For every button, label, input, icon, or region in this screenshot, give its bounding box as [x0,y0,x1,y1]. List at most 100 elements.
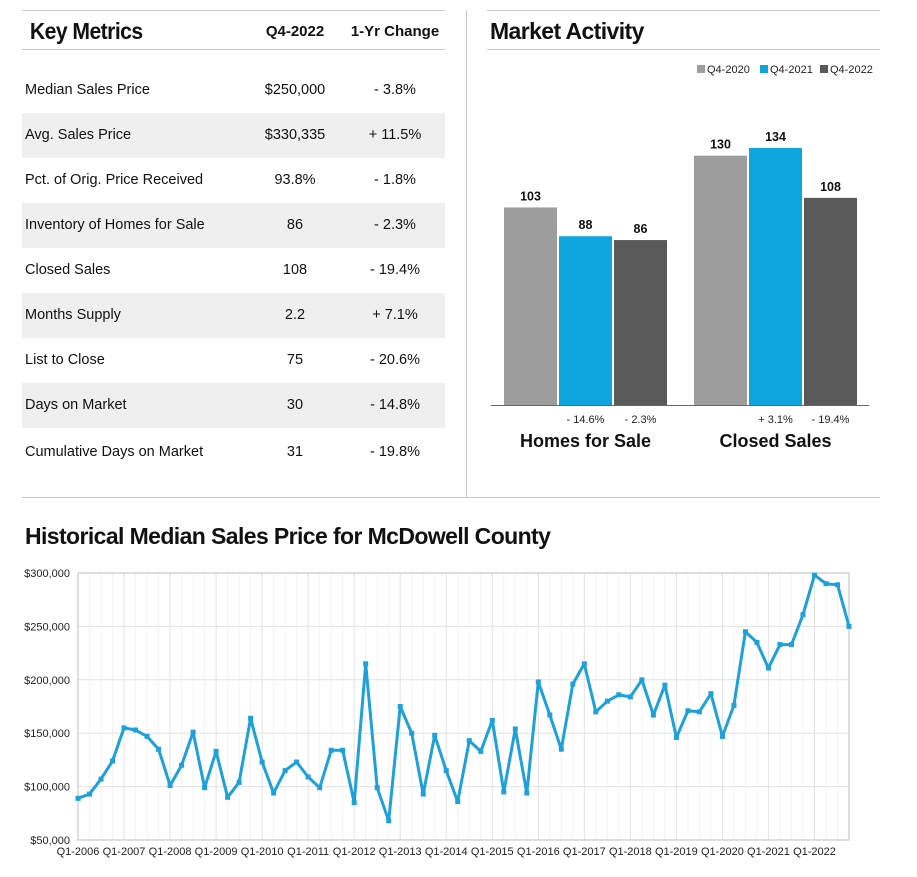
legend-swatch [697,65,705,73]
table-row: Closed Sales 108 - 19.4% [22,248,445,293]
data-point [328,747,334,753]
bar-value-label: 108 [820,180,841,194]
x-tick-label: Q1-2014 [425,846,468,858]
x-tick-label: Q1-2022 [793,846,836,858]
data-point [110,758,116,764]
x-tick-label: Q1-2018 [609,846,652,858]
data-point [363,661,369,667]
table-row: Inventory of Homes for Sale 86 - 2.3% [22,203,445,248]
column-header-q4-2022: Q4-2022 [265,23,325,40]
metric-change: - 2.3% [374,217,416,233]
data-point [662,682,668,688]
x-tick-label: Q1-2016 [517,846,560,858]
data-point [121,725,127,731]
category-label: Homes for Sale [520,431,651,451]
data-point [846,623,852,629]
key-metrics-title: Key Metrics [29,18,143,44]
metric-value: $250,000 [264,82,326,98]
data-point [455,799,461,805]
data-point [75,795,81,801]
y-tick-label: $100,000 [24,782,70,794]
metric-value: 2.2 [284,307,306,323]
data-point [604,698,610,704]
vertical-divider [466,10,467,497]
data-point [443,768,449,774]
data-point [696,709,702,715]
data-point [167,783,173,789]
table-row: Avg. Sales Price $330,335 + 11.5% [22,113,445,158]
metric-value: 30 [286,397,304,413]
data-point [374,785,380,791]
bar-value-label: 88 [579,218,593,232]
data-point [742,629,748,635]
data-point [627,694,633,700]
x-tick-label: Q1-2009 [195,846,238,858]
metric-label: Cumulative Days on Market [25,444,204,460]
metric-change: - 1.8% [374,172,416,188]
legend-swatch [760,65,768,73]
column-header-1yr-change: 1-Yr Change [350,23,440,40]
legend-label: Q4-2020 [707,64,750,76]
table-row: Median Sales Price $250,000 - 3.8% [22,68,445,113]
bar-value-label: 134 [765,130,786,144]
data-point [708,691,714,697]
historical-line-chart: $50,000 $100,000 $150,000 $200,000 $250,000 $… [24,568,852,858]
data-point [685,708,691,714]
key-metrics-rows: Median Sales Price $250,000 - 3.8% Avg. … [22,68,445,473]
bar-value-label: 86 [634,222,648,236]
table-row: List to Close 75 - 20.6% [22,338,445,383]
data-point [179,762,185,768]
x-tick-label: Q1-2013 [379,846,422,858]
data-point [466,738,472,744]
data-point [432,732,438,738]
market-activity-title: Market Activity [490,18,644,44]
metric-label: Inventory of Homes for Sale [25,217,205,233]
bar [804,197,857,405]
bar [614,240,667,405]
legend-label: Q4-2021 [770,64,813,76]
data-point [535,679,541,685]
key-metrics-header: Key Metrics Q4-2022 1-Yr Change [22,10,445,50]
metric-label: Avg. Sales Price [25,127,132,143]
bar [694,155,747,405]
category-label: Closed Sales [719,431,831,451]
data-point [547,712,553,718]
data-point [282,768,288,774]
data-point [639,677,645,683]
data-point [581,661,587,667]
data-point [512,726,518,732]
plot-frame [77,572,850,841]
bar [749,148,802,405]
data-point [788,642,794,648]
x-tick-label: Q1-2006 [57,846,100,858]
data-point [294,759,300,765]
data-point [501,789,507,795]
metric-value: 31 [286,444,304,460]
data-point [800,612,806,618]
market-activity-header: Market Activity [487,10,880,50]
data-point [616,692,622,698]
x-tick-label: Q1-2015 [471,846,514,858]
metric-change: - 20.6% [370,352,420,368]
data-point [754,639,760,645]
metric-value: 93.8% [274,172,316,188]
metric-label: List to Close [25,352,105,368]
data-point [558,746,564,752]
metric-value: 86 [286,217,304,233]
change-label: + 3.1% [758,414,793,426]
data-point [317,785,323,791]
metric-change: - 3.8% [374,82,416,98]
x-tick-label: Q1-2007 [103,846,146,858]
metric-label: Closed Sales [25,262,111,278]
data-point [213,748,219,754]
data-point [489,717,495,723]
data-point [478,748,484,754]
x-tick-label: Q1-2012 [333,846,376,858]
x-tick-label: Q1-2019 [655,846,698,858]
data-point [202,785,208,791]
horizontal-divider [22,497,880,498]
data-point [236,779,242,785]
table-row: Cumulative Days on Market 31 - 19.8% [22,428,445,473]
data-point [271,790,277,796]
key-metrics-panel: Key Metrics Q4-2022 1-Yr Change Median S… [22,10,445,460]
